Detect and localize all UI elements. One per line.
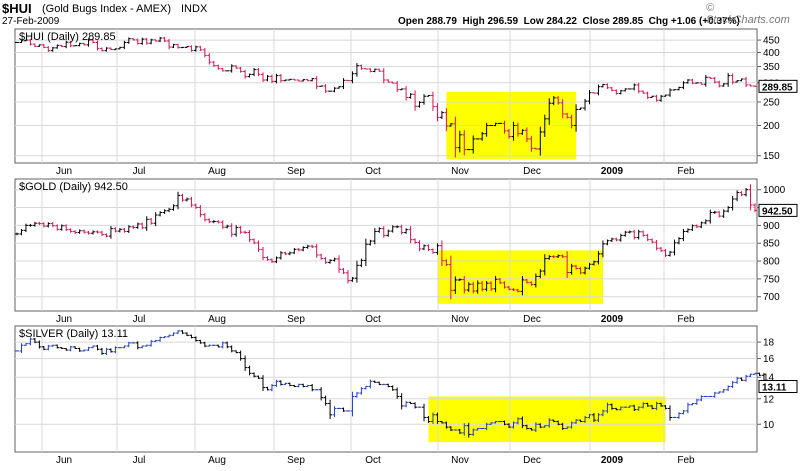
- last-value-label: 942.50: [762, 206, 793, 217]
- x-tick-label: Jul: [133, 455, 146, 466]
- y-tick-label: 750: [763, 274, 780, 285]
- x-tick-label: Sep: [287, 314, 305, 325]
- x-tick-label: Feb: [677, 455, 695, 466]
- panel-title: $GOLD (Daily) 942.50: [19, 181, 128, 193]
- x-tick-label: Feb: [677, 314, 695, 325]
- y-tick-label: 1000: [763, 185, 786, 196]
- y-tick-label: 850: [763, 239, 780, 250]
- y-tick-label: 16: [763, 354, 775, 365]
- y-tick-label: 800: [763, 257, 780, 268]
- x-tick-label: Oct: [365, 166, 381, 177]
- highlight-box: [428, 396, 666, 443]
- y-tick-label: 150: [763, 151, 780, 162]
- x-tick-label: Sep: [287, 455, 305, 466]
- header-date: 27-Feb-2009: [2, 16, 60, 27]
- x-tick-label: Dec: [523, 314, 541, 325]
- header-name: (Gold Bugs Index - AMEX): [42, 3, 171, 15]
- x-tick-label: Feb: [677, 166, 695, 177]
- x-tick-label: 2009: [601, 455, 624, 466]
- x-tick-label: Jun: [56, 455, 72, 466]
- last-value-label: 289.85: [762, 82, 793, 93]
- last-value-box: [758, 79, 798, 93]
- last-value-box: [758, 203, 798, 217]
- y-tick-label: 900: [763, 221, 780, 232]
- y-tick-label: 250: [763, 97, 780, 108]
- header-symbol: $HUI: [2, 1, 32, 16]
- panel-frame: [14, 28, 758, 164]
- x-tick-label: Dec: [523, 166, 541, 177]
- x-tick-label: Jul: [133, 166, 146, 177]
- x-tick-label: Aug: [208, 314, 226, 325]
- x-tick-label: Oct: [365, 314, 381, 325]
- last-value-box: [758, 380, 798, 394]
- panel-title: $SILVER (Daily) 13.11: [19, 328, 128, 340]
- header-exchange: INDX: [181, 3, 208, 15]
- x-tick-label: Nov: [451, 166, 469, 177]
- y-tick-label: 700: [763, 292, 780, 303]
- y-tick-label: 350: [763, 62, 780, 73]
- watermark: © StockCharts.com: [706, 2, 790, 26]
- x-tick-label: Jun: [56, 166, 72, 177]
- y-tick-label: 12: [763, 394, 775, 405]
- x-tick-label: Oct: [365, 455, 381, 466]
- x-tick-label: Jun: [56, 314, 72, 325]
- y-tick-label: 18: [763, 338, 775, 349]
- panel-title: $HUI (Daily) 289.85: [19, 31, 116, 43]
- x-tick-label: Aug: [208, 166, 226, 177]
- x-tick-label: Jul: [133, 314, 146, 325]
- header-ohlc: Open 288.79 High 296.59 Low 284.22 Close…: [398, 16, 740, 27]
- panel-frame: [14, 178, 758, 312]
- y-tick-label: 14: [763, 373, 775, 384]
- x-tick-label: Dec: [523, 455, 541, 466]
- x-tick-label: Aug: [208, 455, 226, 466]
- last-value-label: 13.11: [762, 383, 787, 394]
- x-tick-label: Nov: [451, 455, 469, 466]
- x-tick-label: 2009: [601, 314, 624, 325]
- y-tick-label: 200: [763, 121, 780, 132]
- x-tick-label: Sep: [287, 166, 305, 177]
- x-tick-label: Nov: [451, 314, 469, 325]
- y-tick-label: 400: [763, 48, 780, 59]
- x-tick-label: 2009: [601, 166, 624, 177]
- y-tick-label: 10: [763, 420, 775, 431]
- y-tick-label: 450: [763, 36, 780, 47]
- highlight-box: [437, 250, 603, 304]
